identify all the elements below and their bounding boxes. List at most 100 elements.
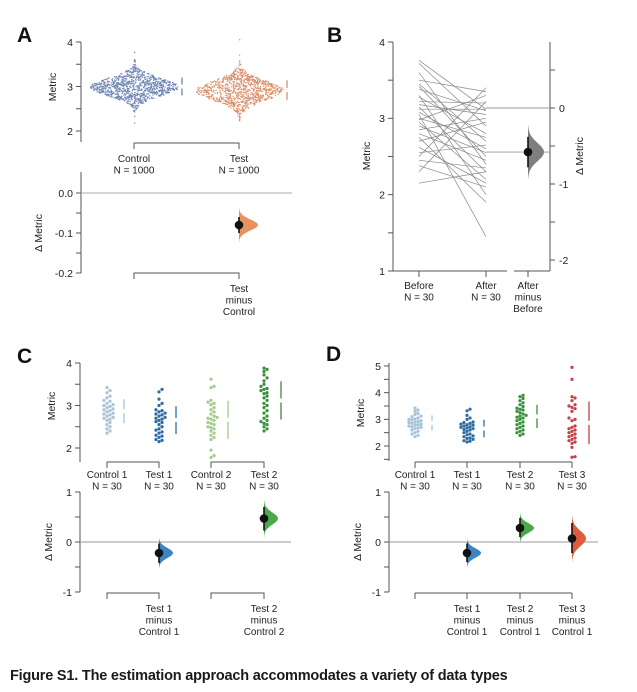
d-data-point: [515, 409, 519, 413]
a-data-point: [114, 77, 117, 79]
a-data-point: [209, 86, 211, 88]
a-data-point: [148, 97, 151, 99]
a-data-point: [175, 87, 177, 89]
a-data-point: [277, 91, 280, 93]
a-data-point: [212, 99, 214, 101]
a-data-point: [105, 79, 107, 81]
a-data-point: [237, 77, 240, 79]
a-data-point: [257, 79, 259, 81]
a-data-point: [131, 99, 133, 101]
a-data-point: [132, 104, 134, 106]
a-data-point: [216, 99, 218, 101]
a-data-point: [122, 85, 124, 87]
c-data-point: [102, 398, 106, 402]
a-data-point: [173, 90, 175, 92]
a-data-point: [260, 89, 262, 91]
a-data-point: [232, 87, 235, 89]
a-data-point: [103, 85, 105, 87]
a-delta-axis-tick-label: -0.2: [55, 268, 73, 280]
d-data-point: [521, 408, 525, 412]
d-data-point: [515, 415, 519, 419]
a-data-point: [161, 84, 164, 86]
c-data-point: [212, 406, 216, 410]
a-data-point: [114, 80, 116, 82]
a-data-point: [133, 66, 135, 68]
a-data-point: [255, 87, 257, 89]
c-data-point: [163, 415, 167, 419]
a-data-point: [252, 97, 254, 99]
a-data-point: [129, 93, 131, 95]
a-data-point: [150, 78, 152, 80]
c-data-point: [262, 373, 266, 377]
a-data-point: [224, 87, 226, 89]
c-data-point: [262, 379, 266, 383]
a-data-point: [274, 92, 276, 94]
a-data-point: [230, 98, 233, 100]
a-data-point: [131, 71, 134, 73]
a-data-point: [111, 79, 113, 81]
a-data-point: [124, 76, 126, 78]
a-data-point: [230, 77, 232, 79]
a-data-point: [240, 91, 243, 93]
a-data-point: [249, 76, 251, 78]
c-top-axis-tick-label: 2: [66, 443, 72, 455]
a-data-point: [165, 82, 167, 84]
a-data-point: [263, 98, 266, 100]
d-data-point: [419, 419, 423, 423]
d-data-point: [570, 377, 574, 381]
a-data-point: [164, 86, 166, 88]
d-comparison-label: Control 1: [447, 627, 488, 638]
a-group-label: Test: [230, 154, 249, 165]
c-data-point: [206, 420, 210, 425]
a-data-point: [154, 93, 156, 95]
a-data-point: [254, 104, 256, 106]
c-data-point: [206, 400, 210, 404]
a-data-point: [246, 76, 248, 78]
c-data-point: [105, 423, 109, 427]
a-data-point: [233, 81, 235, 83]
d-data-point: [459, 425, 463, 429]
c-data-point: [108, 425, 112, 429]
a-data-point: [243, 95, 245, 97]
a-data-point: [130, 83, 132, 85]
a-data-point: [273, 83, 275, 85]
a-data-point: [163, 88, 165, 90]
a-data-point: [239, 113, 241, 115]
c-data-point: [209, 412, 213, 416]
a-data-point: [243, 86, 245, 88]
d-top-axis-tick-label: 2: [375, 441, 381, 453]
a-data-point: [247, 103, 249, 105]
a-data-point: [126, 102, 128, 104]
a-data-point: [229, 93, 232, 95]
a-data-point: [231, 89, 233, 91]
a-data-point: [158, 89, 160, 91]
a-data-point: [229, 97, 231, 99]
a-data-point: [236, 100, 238, 102]
a-data-point: [266, 89, 268, 91]
panel-label: D: [326, 343, 341, 366]
d-data-point: [419, 422, 423, 426]
d-data-point: [567, 416, 571, 420]
a-data-point: [243, 81, 245, 83]
a-data-point: [239, 91, 241, 93]
c-data-point: [108, 394, 112, 398]
d-data-point: [515, 406, 519, 410]
c-data-point: [209, 437, 213, 442]
a-data-point: [239, 118, 241, 120]
a-data-point: [115, 93, 117, 95]
a-data-point: [253, 90, 255, 92]
a-data-point: [129, 101, 131, 103]
a-data-point: [132, 86, 134, 88]
a-data-point: [111, 92, 114, 94]
a-data-point: [116, 89, 118, 91]
a-data-point: [134, 100, 136, 102]
a-data-point: [263, 85, 265, 87]
a-data-point: [257, 79, 259, 81]
d-data-point: [570, 425, 574, 429]
a-data-point: [140, 70, 143, 72]
a-data-point: [91, 84, 93, 86]
a-data-point: [107, 83, 109, 85]
a-data-point: [102, 80, 104, 82]
d-data-point: [518, 414, 522, 418]
a-data-point: [240, 72, 242, 74]
